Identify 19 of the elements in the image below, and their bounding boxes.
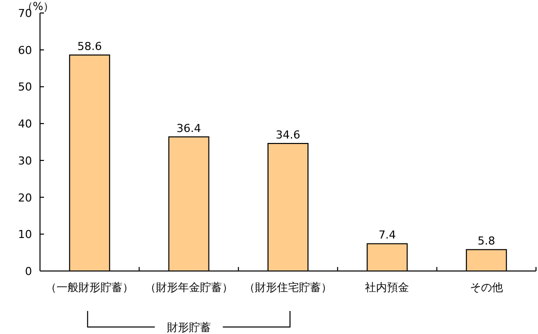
data-label: 34.6 (276, 128, 300, 142)
y-tick-label: 60 (18, 44, 32, 57)
y-tick-label: 70 (18, 7, 32, 20)
y-tick-label: 10 (18, 228, 32, 242)
x-tick-label: その他 (470, 281, 503, 294)
data-label: 58.6 (77, 40, 102, 54)
text: 財形貯蓄 (166, 321, 211, 334)
data-label: 7.4 (378, 228, 396, 242)
data-label: 36.4 (176, 122, 202, 135)
y-tick-label: 40 (18, 118, 32, 131)
y-tick-label: 0 (25, 265, 32, 278)
x-tick-label: （財形年金貯蓄） (144, 281, 233, 294)
x-tick-label: （一般財形貯蓄） (46, 281, 134, 294)
y-tick-label: 50 (18, 80, 32, 94)
x-tick-label: （財形住宅貯蓄） (244, 281, 332, 294)
y-tick-label: 30 (18, 154, 32, 168)
x-tick-label: 社内預金 (365, 281, 410, 294)
y-tick-label: 20 (18, 191, 32, 204)
data-label: 5.8 (478, 234, 496, 248)
